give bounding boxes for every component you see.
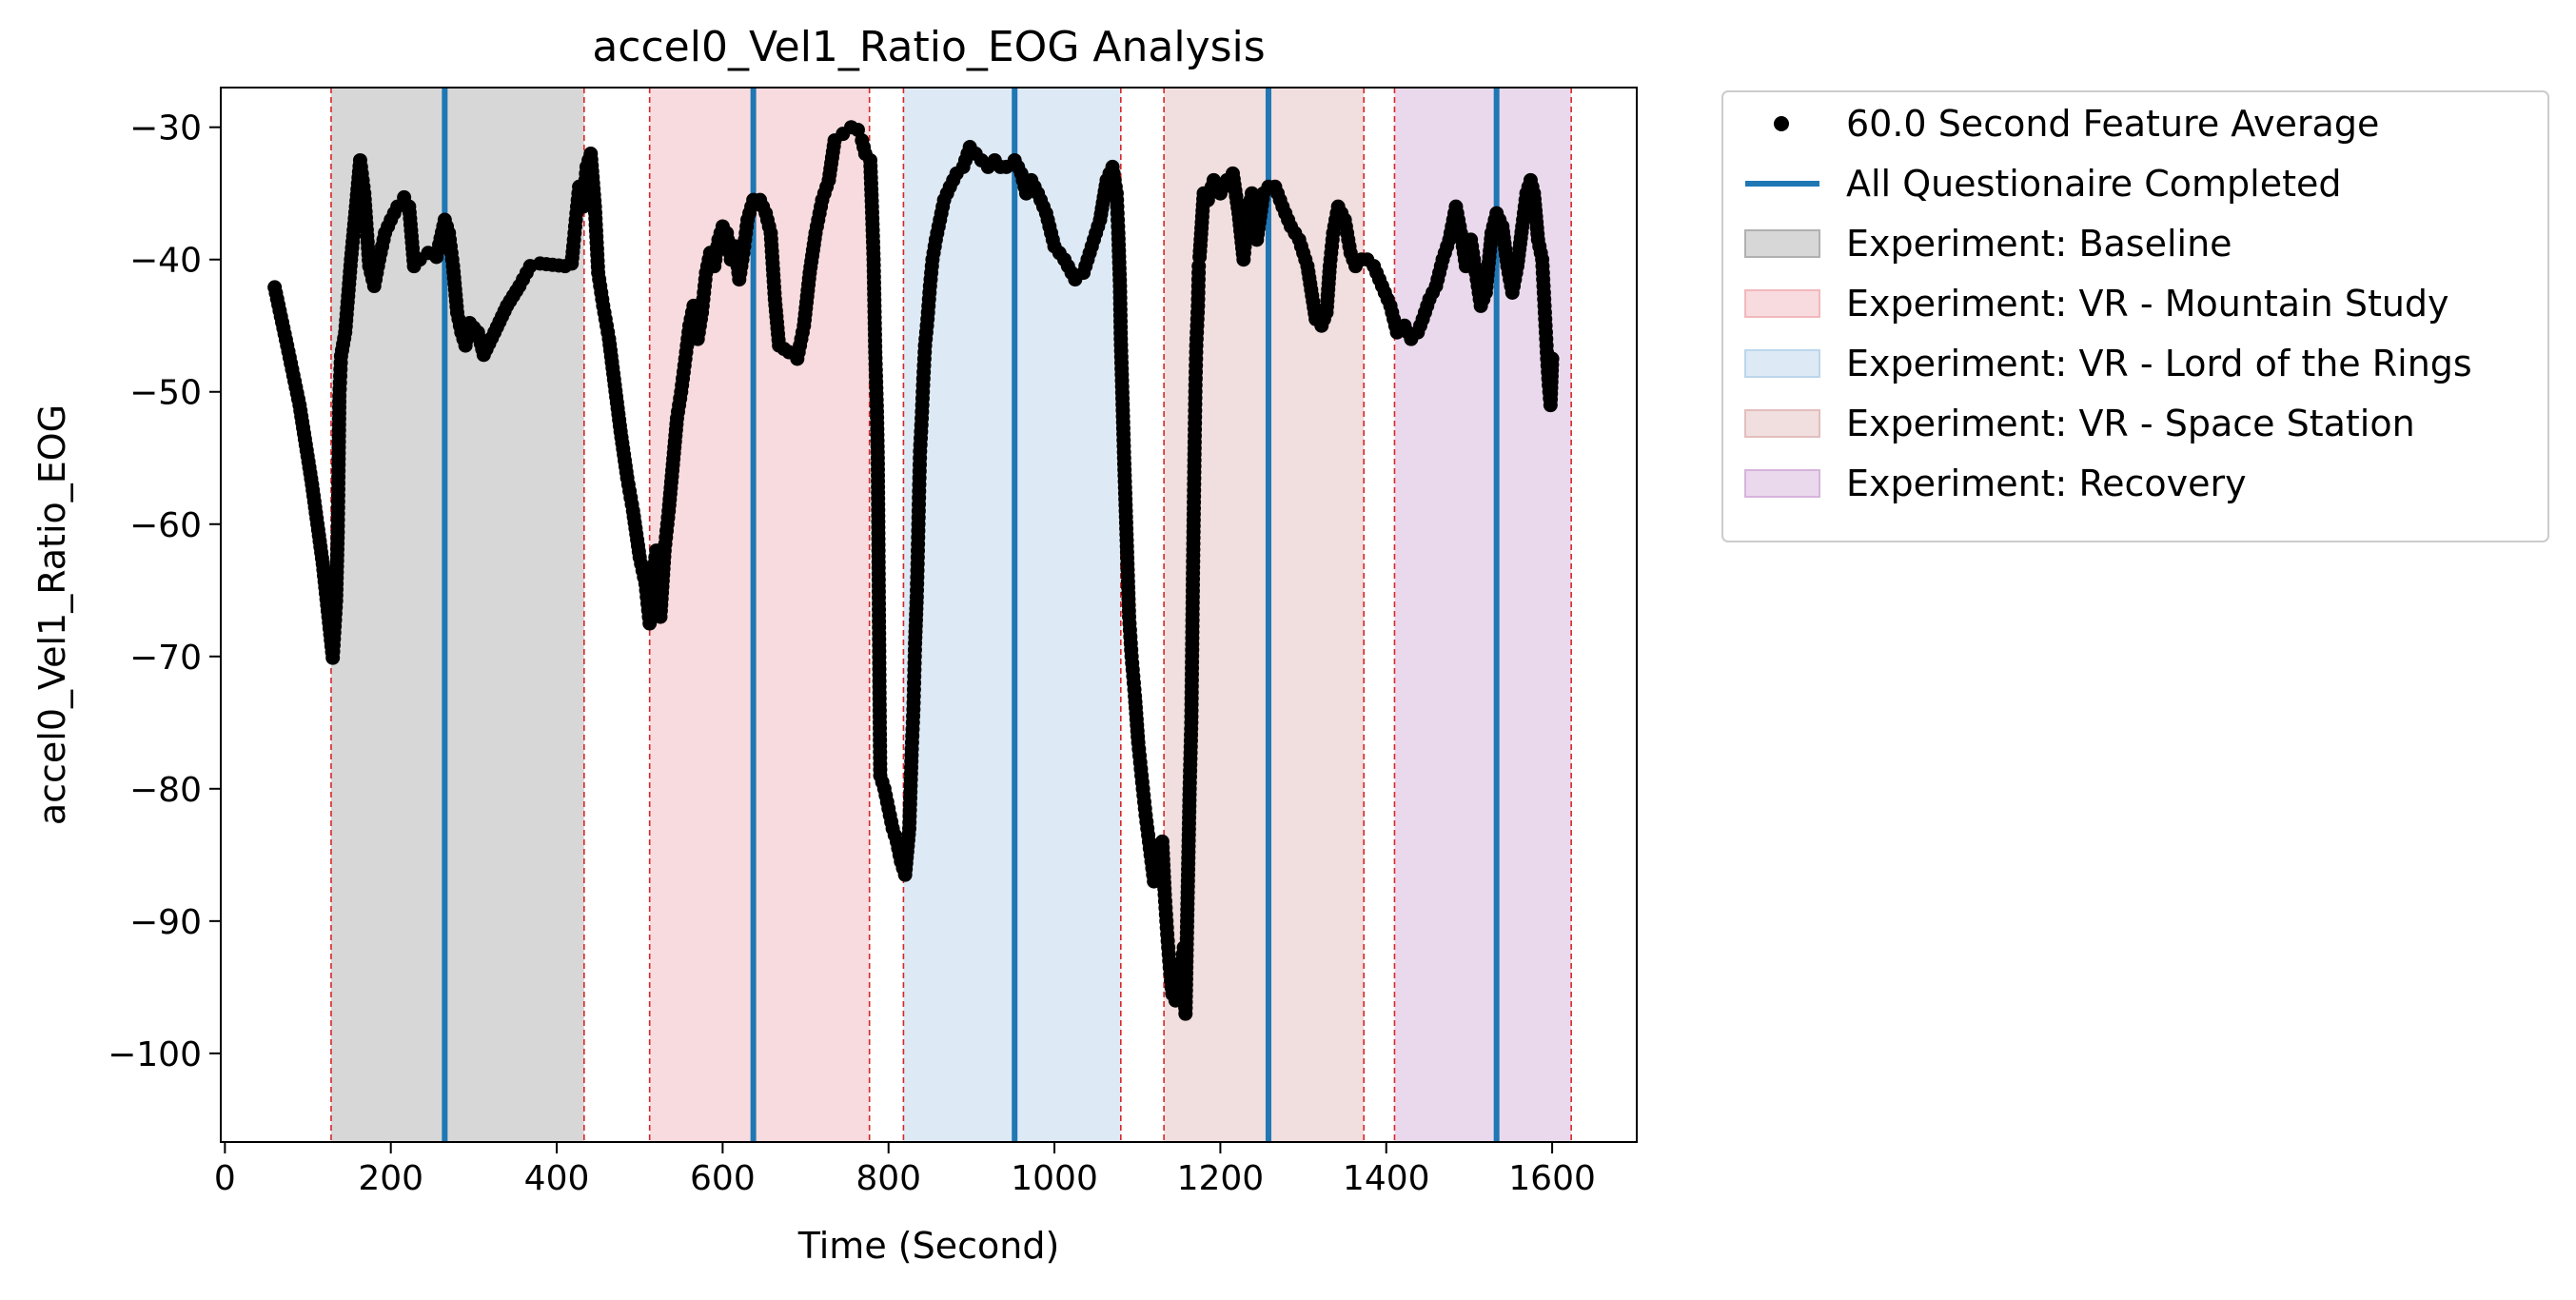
x-tick-label: 1200 <box>1177 1159 1265 1198</box>
legend-label: Experiment: Baseline <box>1846 223 2232 265</box>
chart-title: accel0_Vel1_Ratio_EOG Analysis <box>592 23 1265 71</box>
legend-patch <box>1744 469 1820 498</box>
data-point <box>1544 351 1560 366</box>
x-tick-label: 1400 <box>1343 1159 1430 1198</box>
x-tick-label: 600 <box>690 1159 756 1198</box>
legend-label: Experiment: VR - Lord of the Rings <box>1846 343 2472 384</box>
questionnaire-lines <box>442 88 1500 1142</box>
legend-label: All Questionaire Completed <box>1846 163 2342 205</box>
legend-patch <box>1744 409 1820 438</box>
y-tick-label: −80 <box>129 771 202 810</box>
phase-span <box>649 88 870 1142</box>
legend-patch <box>1744 289 1820 318</box>
y-tick-label: −50 <box>129 374 202 413</box>
x-tick-label: 1600 <box>1508 1159 1596 1198</box>
y-tick-label: −100 <box>108 1035 202 1074</box>
y-axis-label: accel0_Vel1_Ratio_EOG <box>31 404 73 825</box>
legend-patch <box>1744 349 1820 378</box>
y-axis-ticks: −100 −90 −80 −70 −60 −50 −40 −30 <box>108 109 221 1074</box>
legend-marker <box>1774 116 1789 131</box>
y-tick-label: −90 <box>129 903 202 942</box>
x-tick-label: 1000 <box>1011 1159 1098 1198</box>
y-tick-label: −30 <box>129 109 202 148</box>
legend-patch <box>1744 229 1820 258</box>
x-axis-label: Time (Second) <box>797 1225 1060 1267</box>
legend-label: Experiment: Recovery <box>1846 463 2247 504</box>
x-tick-label: 200 <box>358 1159 423 1198</box>
y-tick-label: −40 <box>129 242 202 281</box>
data-points <box>267 120 1560 1021</box>
x-tick-label: 800 <box>855 1159 921 1198</box>
legend-box <box>1721 90 2549 542</box>
legend-label: Experiment: VR - Space Station <box>1846 403 2415 444</box>
legend: 60.0 Second Feature Average All Questiona… <box>1721 90 2549 542</box>
x-tick-label: 400 <box>524 1159 590 1198</box>
x-tick-label: 0 <box>214 1159 236 1198</box>
x-axis-ticks: 0 200 400 600 800 1000 1200 1400 1600 <box>214 1142 1596 1198</box>
plot-frame <box>220 87 1638 1143</box>
legend-label: 60.0 Second Feature Average <box>1846 103 2379 145</box>
phase-spans <box>330 88 1572 1142</box>
y-tick-label: −70 <box>129 639 202 678</box>
y-tick-label: −60 <box>129 506 202 545</box>
legend-label: Experiment: VR - Mountain Study <box>1846 283 2449 325</box>
